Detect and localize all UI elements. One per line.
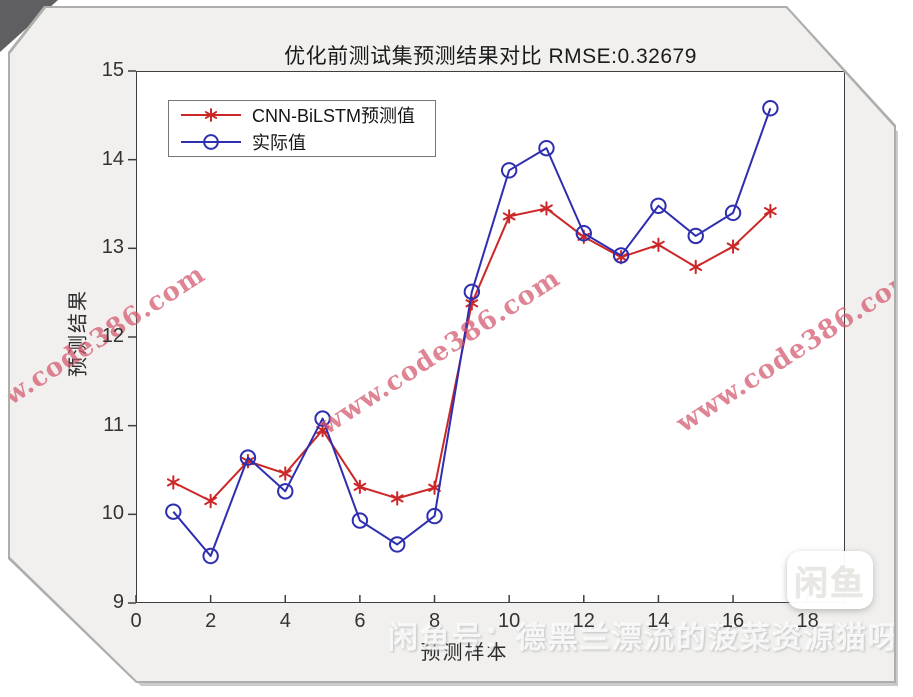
data-point-circle xyxy=(389,536,406,553)
data-point-asterisk xyxy=(166,478,180,487)
seller-watermark: 闲鱼号：德黑兰漂流的菠菜资源猫呀 xyxy=(388,622,900,655)
data-point-circle xyxy=(165,503,182,520)
data-point-asterisk xyxy=(540,204,553,213)
data-point-circle xyxy=(575,225,592,242)
x-tick-label: 8 xyxy=(428,610,441,632)
x-tick-label: 14 xyxy=(647,610,670,632)
legend-line-sample xyxy=(181,108,241,123)
data-point-asterisk xyxy=(614,253,628,262)
x-tick-label: 16 xyxy=(721,610,745,632)
data-point-asterisk xyxy=(763,206,777,216)
x-tick-label: 4 xyxy=(279,610,291,632)
data-point-asterisk xyxy=(465,299,479,308)
legend-entry: CNN-BiLSTM预测值 xyxy=(169,103,435,127)
xianyu-logo-badge: 闲鱼 xyxy=(787,551,873,609)
data-point-asterisk xyxy=(204,111,218,120)
data-point-circle xyxy=(762,100,779,117)
xianyu-logo-text: 闲鱼 xyxy=(794,564,866,603)
data-point-circle xyxy=(314,410,331,427)
data-point-circle xyxy=(426,507,443,525)
data-point-circle xyxy=(687,227,704,245)
series-line xyxy=(172,107,772,558)
data-point-asterisk xyxy=(390,494,404,503)
x-tick-label: 12 xyxy=(572,610,595,632)
data-point-circle xyxy=(351,512,369,529)
x-tick-label: 10 xyxy=(498,610,521,632)
data-point-circle xyxy=(239,449,257,466)
y-tick-label: 13 xyxy=(101,236,124,259)
legend-box: CNN-BiLSTM预测值 实际值 xyxy=(168,100,436,157)
data-point-asterisk xyxy=(278,469,292,478)
legend-label: 实际值 xyxy=(252,132,306,153)
data-point-asterisk xyxy=(726,242,740,251)
data-point-asterisk xyxy=(652,240,665,249)
data-point-asterisk xyxy=(353,482,367,491)
data-point-asterisk xyxy=(428,483,441,492)
y-tick-label: 15 xyxy=(101,59,124,81)
y-tick-label: 9 xyxy=(112,591,124,613)
series-line xyxy=(172,207,772,503)
data-point-circle xyxy=(500,162,518,179)
data-point-circle xyxy=(203,133,219,150)
data-point-circle xyxy=(463,283,481,300)
plot-area xyxy=(136,71,845,603)
x-tick-label: 0 xyxy=(130,610,142,632)
y-tick-label: 12 xyxy=(101,325,124,347)
data-point-circle xyxy=(538,139,555,157)
legend-line-sample xyxy=(181,133,241,150)
data-point-circle xyxy=(612,247,630,264)
x-tick-label: 6 xyxy=(354,610,366,632)
data-point-circle xyxy=(650,197,667,214)
y-tick-label: 10 xyxy=(101,502,124,525)
data-point-asterisk xyxy=(502,212,516,221)
data-point-asterisk xyxy=(689,262,703,272)
data-point-circle xyxy=(277,483,294,500)
x-tick-label: 18 xyxy=(796,610,819,632)
data-point-circle xyxy=(724,204,742,222)
data-point-asterisk xyxy=(204,496,218,506)
data-point-circle xyxy=(202,547,219,565)
legend-entry: 实际值 xyxy=(169,130,435,154)
chart-title: 优化前测试集预测结果对比 RMSE:0.32679 xyxy=(284,45,697,68)
y-tick-label: 11 xyxy=(103,413,124,436)
y-tick-label: 14 xyxy=(101,147,124,170)
legend-label: CNN-BiLSTM预测值 xyxy=(252,106,416,127)
x-tick-label: 2 xyxy=(205,610,217,632)
x-axis-label: 预测样本 xyxy=(420,642,509,664)
